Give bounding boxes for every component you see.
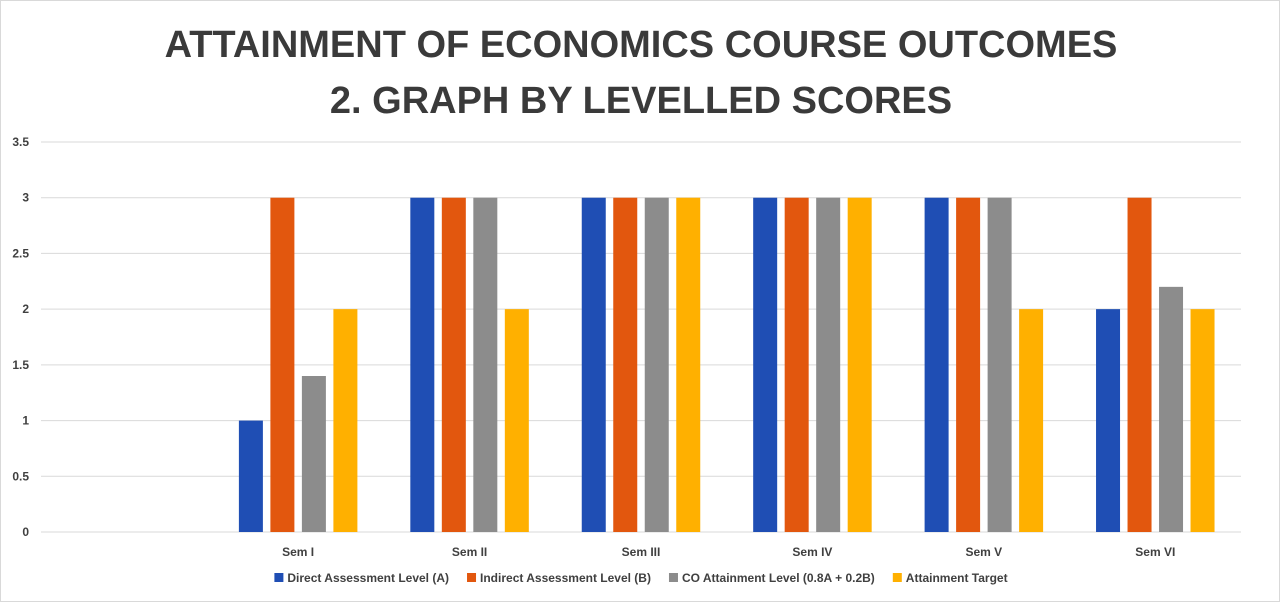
x-category-label: Sem III <box>622 545 661 559</box>
legend-swatch <box>274 573 284 582</box>
legend-swatch <box>467 573 477 582</box>
bar <box>784 197 809 532</box>
chart-title: ATTAINMENT OF ECONOMICS COURSE OUTCOMES <box>165 24 1118 66</box>
bar <box>676 197 701 532</box>
y-tick-label: 2 <box>22 302 29 316</box>
bar <box>410 197 435 532</box>
bar <box>1019 309 1044 532</box>
bar <box>613 197 638 532</box>
bar <box>847 197 872 532</box>
gridlines <box>41 141 1241 533</box>
y-tick-label: 0 <box>22 525 29 539</box>
x-category-label: Sem V <box>966 545 1003 559</box>
legend-swatch <box>668 573 678 582</box>
y-tick-label: 0.5 <box>12 469 29 483</box>
bar <box>753 197 778 532</box>
legend-item: Direct Assessment Level (A) <box>274 571 449 585</box>
y-axis-ticks: 0 0.5 1 1.5 2 2.5 3 3.5 <box>12 135 29 539</box>
y-tick-label: 3.5 <box>12 135 29 149</box>
x-category-label: Sem VI <box>1135 545 1175 559</box>
bar <box>1127 197 1152 532</box>
y-tick-label: 1 <box>22 414 29 428</box>
bar <box>924 197 949 532</box>
chart-subtitle: 2. GRAPH BY LEVELLED SCORES <box>330 80 952 122</box>
bar <box>270 197 295 532</box>
bar <box>956 197 981 532</box>
bar <box>301 376 326 532</box>
bar <box>504 309 529 532</box>
bar <box>644 197 669 532</box>
x-axis-categories: Sem I Sem II Sem III Sem IV Sem V Sem VI <box>282 545 1175 559</box>
bar <box>987 197 1012 532</box>
bar <box>816 197 841 532</box>
legend-label: Attainment Target <box>906 571 1008 585</box>
legend-label: Indirect Assessment Level (B) <box>480 571 651 585</box>
y-tick-label: 2.5 <box>12 246 29 260</box>
x-category-label: Sem IV <box>792 545 832 559</box>
bar <box>1159 286 1184 532</box>
bar <box>333 309 358 532</box>
bar <box>441 197 466 532</box>
x-category-label: Sem II <box>452 545 487 559</box>
legend-item: CO Attainment Level (0.8A + 0.2B) <box>668 571 875 585</box>
bar <box>473 197 498 532</box>
legend: Direct Assessment Level (A) Indirect Asse… <box>274 571 1008 585</box>
bar <box>1096 309 1121 532</box>
legend-label: CO Attainment Level (0.8A + 0.2B) <box>682 571 875 585</box>
legend-item: Indirect Assessment Level (B) <box>467 571 651 585</box>
bar <box>581 197 606 532</box>
bars <box>238 197 1215 532</box>
y-tick-label: 3 <box>22 191 29 205</box>
legend-label: Direct Assessment Level (A) <box>287 571 449 585</box>
bar <box>238 420 263 532</box>
legend-item: Attainment Target <box>892 571 1008 585</box>
y-tick-label: 1.5 <box>12 358 29 372</box>
bar <box>1190 309 1215 532</box>
x-category-label: Sem I <box>282 545 314 559</box>
legend-swatch <box>892 573 902 582</box>
